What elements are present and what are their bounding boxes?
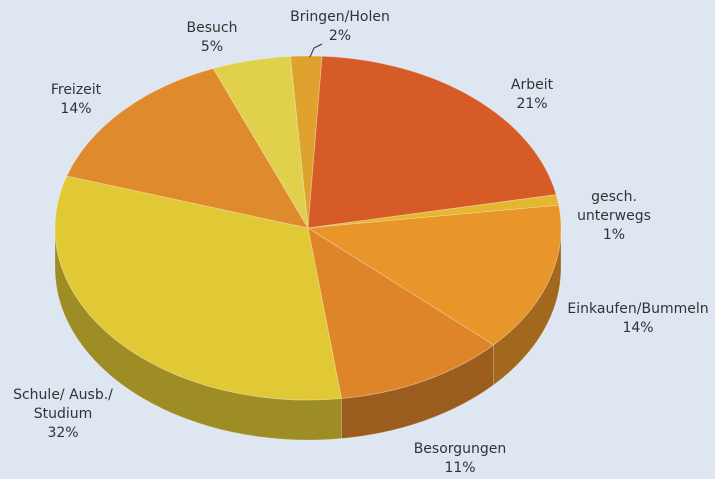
category-label: gesch. unterwegs — [577, 189, 651, 224]
value-label: 21% — [516, 96, 548, 112]
category-label: Freizeit — [50, 82, 102, 98]
category-label: Besuch — [186, 20, 238, 36]
slice — [212, 56, 309, 229]
slice — [307, 194, 560, 229]
slice-label: Bringen/Holen 2% — [290, 8, 390, 46]
value-label: 11% — [444, 460, 476, 476]
value-label: 1% — [602, 227, 626, 243]
category-label: Besorgungen — [413, 441, 507, 457]
category-label: Schule/ Ausb./ Studium — [13, 387, 113, 422]
category-label: Arbeit — [510, 77, 554, 93]
slice — [54, 175, 342, 401]
slice-label: Freizeit 14% — [51, 81, 101, 119]
leader-line — [309, 43, 323, 58]
slice-label: Einkaufen/Bummeln 14% — [567, 300, 708, 338]
value-label: 14% — [622, 320, 654, 336]
slice — [306, 204, 562, 346]
category-label: Bringen/Holen — [290, 9, 390, 25]
slice — [307, 227, 495, 399]
value-label: 5% — [200, 39, 224, 55]
slice-label: gesch. unterwegs 1% — [564, 188, 665, 245]
value-label: 32% — [47, 425, 79, 441]
slice — [307, 55, 557, 229]
value-label: 2% — [328, 28, 352, 44]
slice-label: Arbeit 21% — [511, 76, 553, 114]
category-label: Einkaufen/Bummeln — [567, 301, 709, 317]
slice-label: Besuch 5% — [187, 19, 238, 57]
slice — [66, 68, 309, 229]
slice-label: Schule/ Ausb./ Studium 32% — [13, 386, 113, 443]
slice-label: Besorgungen 11% — [414, 440, 507, 478]
value-label: 14% — [60, 101, 92, 117]
slice — [289, 55, 323, 229]
